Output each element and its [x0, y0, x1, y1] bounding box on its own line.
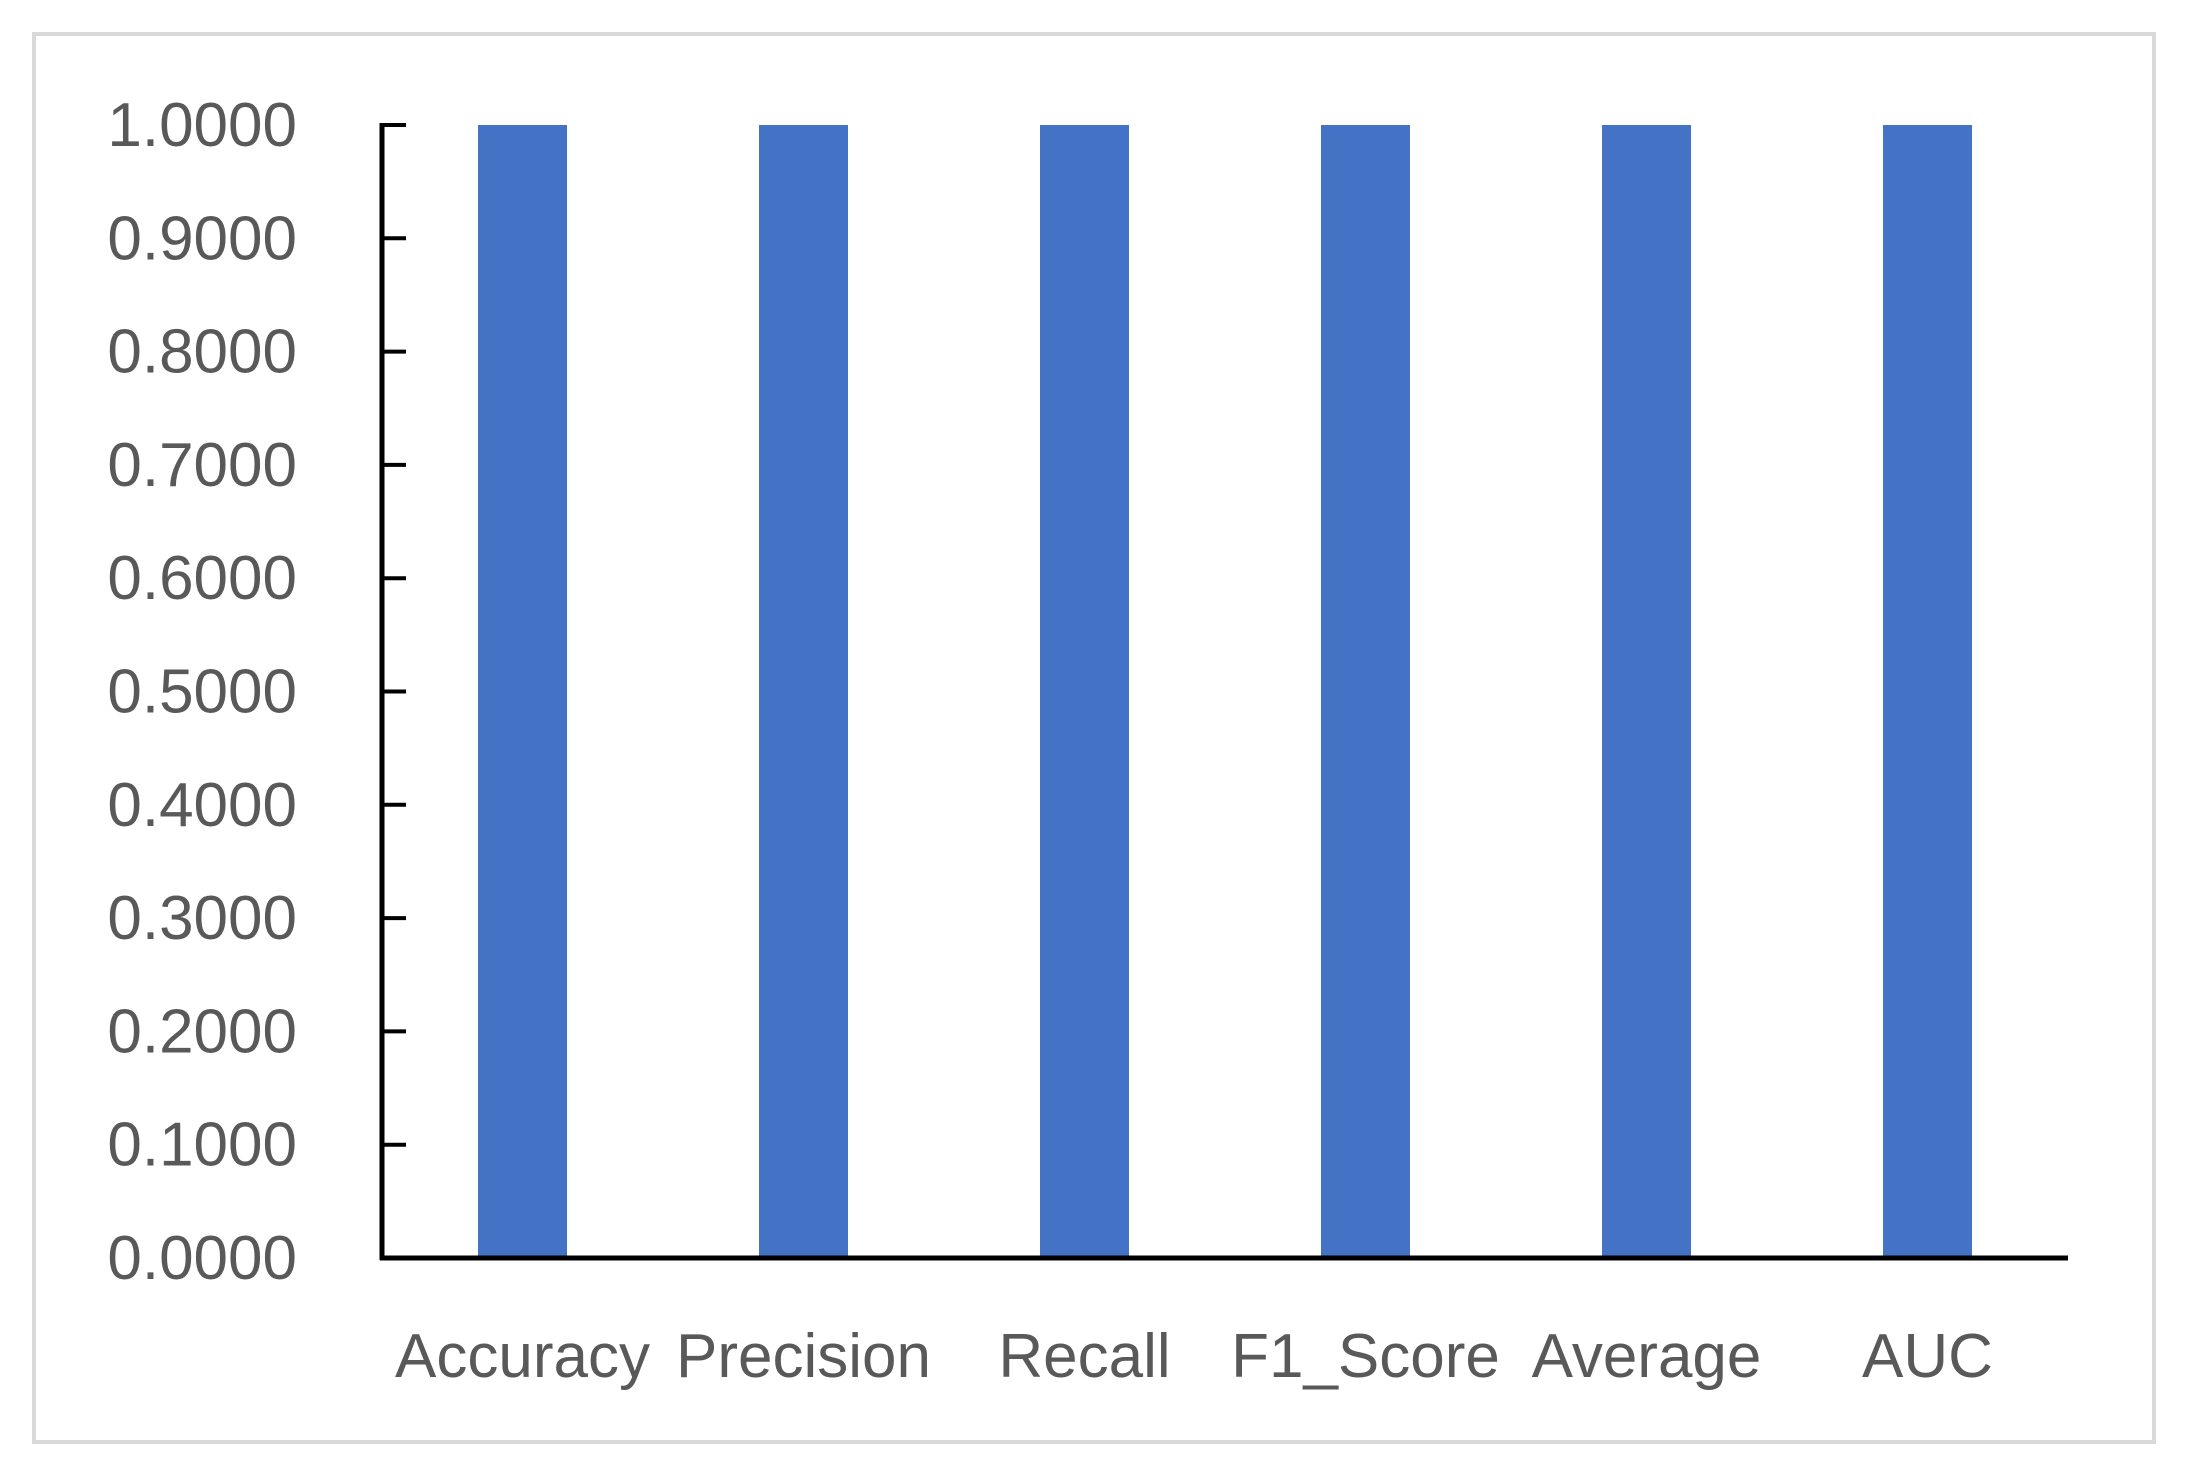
bar-auc: [1883, 125, 1972, 1258]
x-category-label: F1_Score: [1231, 1322, 1500, 1391]
y-tick-label: 0.5000: [107, 658, 297, 727]
y-tick-label: 0.3000: [107, 884, 297, 953]
bar-precision: [759, 125, 848, 1258]
y-tick-label: 0.7000: [107, 431, 297, 500]
x-category-label: Accuracy: [395, 1322, 650, 1391]
y-tick-label: 0.8000: [107, 318, 297, 387]
axis-layer: [379, 123, 2068, 1261]
y-tick-label: 0.4000: [107, 771, 297, 840]
y-tick-labels: 0.0000 0.1000 0.2000 0.3000 0.4000 0.5000 0.60…: [107, 91, 297, 1293]
bar-recall: [1040, 125, 1129, 1258]
x-category-label: Recall: [998, 1322, 1170, 1391]
bars-layer: [478, 125, 1972, 1258]
x-category-label: Average: [1532, 1322, 1762, 1391]
y-tick-label: 0.0000: [107, 1224, 297, 1293]
y-tick-label: 1.0000: [107, 91, 297, 160]
x-category-label: AUC: [1862, 1322, 1993, 1391]
x-category-label: Precision: [676, 1322, 931, 1391]
x-category-labels: Accuracy Precision Recall F1_Score Average AU…: [395, 1322, 1993, 1391]
bar-accuracy: [478, 125, 567, 1258]
y-tick-label: 0.6000: [107, 544, 297, 613]
bar-f1-score: [1321, 125, 1410, 1258]
y-tick-label: 0.2000: [107, 997, 297, 1066]
y-tick-label: 0.1000: [107, 1111, 297, 1180]
y-tick-label: 0.9000: [107, 204, 297, 273]
bar-average: [1602, 125, 1691, 1258]
